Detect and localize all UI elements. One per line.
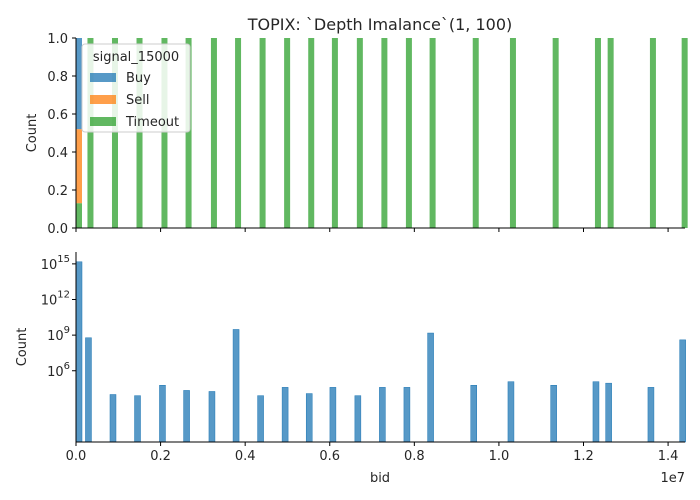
bottom-bar-4 bbox=[159, 385, 166, 443]
bottom-panel-ylabel: Count bbox=[15, 328, 30, 367]
top-y-tick-label: 0.2 bbox=[47, 184, 68, 199]
top-bar-timeout-1 bbox=[87, 38, 94, 228]
top-bar-timeout-17 bbox=[509, 38, 516, 228]
top-panel-bars bbox=[76, 38, 688, 228]
bottom-bar-21 bbox=[647, 387, 655, 443]
top-y-tick-label: 1.0 bbox=[47, 32, 68, 47]
legend-swatch-timeout bbox=[90, 117, 116, 126]
top-panel-ylabel: Count bbox=[25, 114, 40, 153]
bottom-x-tick-label: 1.2 bbox=[573, 449, 594, 464]
top-bar-timeout-21 bbox=[649, 38, 656, 228]
bottom-bar-3 bbox=[134, 395, 141, 443]
bottom-bar-13 bbox=[379, 387, 386, 443]
bottom-bar-11 bbox=[329, 387, 337, 443]
top-bar-sell-0 bbox=[76, 129, 82, 204]
bottom-panel-xlabel: bid bbox=[370, 471, 390, 486]
bottom-bar-2 bbox=[109, 394, 117, 443]
top-y-tick-label: 0.0 bbox=[47, 222, 68, 237]
bottom-bar-0 bbox=[75, 261, 83, 443]
top-bar-timeout-0 bbox=[76, 203, 82, 228]
bottom-bar-17 bbox=[507, 381, 515, 443]
bottom-bar-6 bbox=[208, 391, 216, 443]
top-bar-timeout-3 bbox=[136, 38, 143, 228]
legend-label-sell: Sell bbox=[126, 93, 149, 108]
top-bar-timeout-13 bbox=[381, 38, 388, 228]
x-axis-offset-label: 1e7 bbox=[660, 471, 685, 486]
bottom-bar-18 bbox=[550, 385, 557, 443]
top-bar-buy-0 bbox=[76, 38, 82, 130]
top-y-tick-label: 0.8 bbox=[47, 70, 68, 85]
bottom-y-tick-label: 1012 bbox=[41, 290, 70, 309]
bottom-bar-7 bbox=[232, 329, 240, 443]
bottom-y-tick-label: 106 bbox=[47, 361, 70, 380]
bottom-x-tick-label: 1.4 bbox=[658, 449, 679, 464]
top-bar-timeout-14 bbox=[405, 38, 412, 228]
top-panel: 0.0 0.2 0.4 0.6 0.8 1.0 Count signal_15000 Buy… bbox=[25, 32, 688, 237]
top-bar-timeout-15 bbox=[429, 38, 436, 228]
top-bar-timeout-8 bbox=[259, 38, 266, 228]
legend-label-timeout: Timeout bbox=[125, 115, 179, 130]
legend-box bbox=[81, 43, 191, 133]
top-y-tick-label: 0.6 bbox=[47, 108, 68, 123]
top-bar-timeout-20 bbox=[607, 38, 614, 228]
bottom-bar-12 bbox=[354, 395, 362, 443]
bottom-bar-10 bbox=[305, 393, 313, 443]
top-y-tick-label: 0.4 bbox=[47, 146, 68, 161]
bottom-x-tick-label: 0.6 bbox=[319, 449, 340, 464]
legend: signal_15000 Buy Sell Timeout bbox=[81, 43, 191, 133]
bottom-bar-5 bbox=[183, 390, 190, 443]
bottom-x-tick-label: 0.4 bbox=[235, 449, 256, 464]
top-bar-timeout-4 bbox=[161, 38, 168, 228]
bottom-bar-8 bbox=[257, 395, 264, 443]
bottom-y-tick-label: 1015 bbox=[41, 254, 70, 273]
legend-title: signal_15000 bbox=[93, 50, 179, 65]
bottom-bar-9 bbox=[281, 387, 289, 443]
top-bar-timeout-18 bbox=[552, 38, 559, 228]
legend-swatch-buy bbox=[90, 73, 116, 82]
bottom-bar-19 bbox=[592, 381, 600, 443]
bottom-bar-15 bbox=[427, 332, 434, 443]
top-bar-timeout-11 bbox=[331, 38, 338, 228]
bottom-x-tick-label: 0.8 bbox=[404, 449, 425, 464]
bottom-x-tick-label: 0.0 bbox=[66, 449, 87, 464]
bottom-bar-20 bbox=[605, 382, 612, 443]
bottom-panel-axes: 106 109 1012 1015 0.0 0.2 0.4 0.6 0.8 1.0 1.2 1.4 bbox=[41, 252, 685, 464]
bottom-x-tick-label: 0.2 bbox=[150, 449, 171, 464]
top-bar-timeout-2 bbox=[111, 38, 118, 228]
top-bar-timeout-6 bbox=[210, 38, 217, 228]
top-bar-timeout-5 bbox=[185, 38, 192, 228]
top-bar-timeout-12 bbox=[356, 38, 363, 228]
top-bar-timeout-7 bbox=[235, 38, 242, 228]
top-panel-axes: 0.0 0.2 0.4 0.6 0.8 1.0 bbox=[47, 32, 685, 237]
bottom-bar-16 bbox=[470, 385, 477, 443]
top-bar-timeout-22 bbox=[681, 38, 688, 228]
bottom-bar-1 bbox=[85, 337, 92, 443]
top-bar-timeout-16 bbox=[472, 38, 479, 228]
legend-swatch-sell bbox=[90, 95, 116, 104]
top-bar-timeout-19 bbox=[594, 38, 601, 228]
bottom-panel-bars bbox=[75, 261, 686, 443]
top-bar-timeout-10 bbox=[308, 38, 315, 228]
legend-label-buy: Buy bbox=[126, 71, 151, 86]
bottom-panel: 106 109 1012 1015 0.0 0.2 0.4 0.6 0.8 1.0 1.2 1.4 C… bbox=[15, 252, 686, 486]
bottom-x-tick-label: 1.0 bbox=[489, 449, 510, 464]
bottom-bar-14 bbox=[403, 387, 411, 443]
chart-title: TOPIX: `Depth Imalance`(1, 100) bbox=[247, 15, 513, 34]
bottom-bar-22 bbox=[679, 339, 686, 443]
top-bar-timeout-9 bbox=[284, 38, 291, 228]
bottom-y-tick-label: 109 bbox=[47, 325, 70, 344]
